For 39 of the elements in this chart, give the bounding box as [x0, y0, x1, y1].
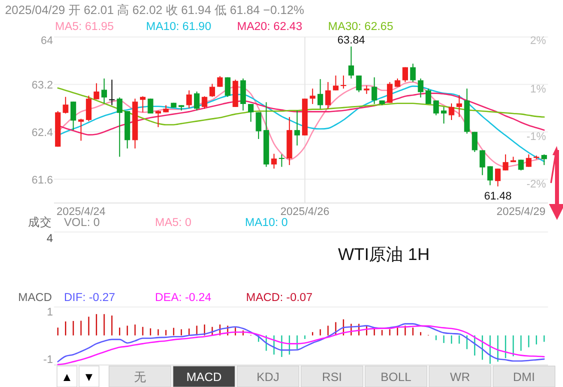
chart-title: MACD [18, 292, 52, 304]
annotation: -1% [526, 130, 546, 143]
category-label: 无 [134, 370, 146, 384]
category-label: BOLL [380, 370, 412, 384]
text: WTI原油 1H [338, 245, 430, 264]
y-tick-label: 64 [40, 35, 53, 47]
annotation: 61.48 [484, 190, 512, 202]
text: VOL: 0 [64, 217, 100, 229]
y-tick-label: 62.4 [32, 126, 53, 139]
text: MA20: 62.43 [237, 21, 302, 33]
text: DEA: -0.24 [155, 292, 212, 304]
category-label: KDJ [256, 370, 280, 384]
y-tick-label: -1 [43, 354, 53, 366]
text: DIF: -0.27 [64, 292, 116, 304]
text: 4 [46, 233, 54, 245]
category-label: ▼ [83, 370, 95, 384]
x-tick-label: 2025/4/26 [280, 206, 330, 218]
annotation: 2% [530, 35, 546, 47]
category-label: RSI [322, 370, 342, 384]
annotation: 1% [530, 83, 546, 96]
x-tick-label: 2025/4/24 [56, 206, 106, 218]
category-label: WR [450, 370, 470, 384]
y-tick-label: 1 [46, 306, 53, 319]
text: MA5: 61.95 [55, 21, 114, 33]
text: MACD: -0.07 [246, 292, 312, 304]
y-tick-label: 61.6 [32, 174, 53, 186]
annotation: -2% [526, 178, 546, 190]
text: MA30: 62.65 [328, 21, 394, 33]
category-label: MACD [186, 370, 222, 384]
text: MA10: 0 [245, 217, 288, 229]
category-label: DMI [513, 370, 535, 384]
text: MA5: 0 [155, 217, 192, 229]
category-label: ▲ [61, 370, 73, 384]
text: MA10: 61.90 [146, 21, 212, 33]
y-tick-label: 63.2 [32, 79, 53, 92]
annotation: 63.84 [337, 34, 365, 46]
text: 成交 [28, 215, 52, 229]
x-tick-label: 2025/4/29 [496, 206, 546, 218]
chart-title: 2025/04/29 开 62.01 高 62.02 收 61.94 低 61.84 −0.12% [5, 3, 305, 17]
